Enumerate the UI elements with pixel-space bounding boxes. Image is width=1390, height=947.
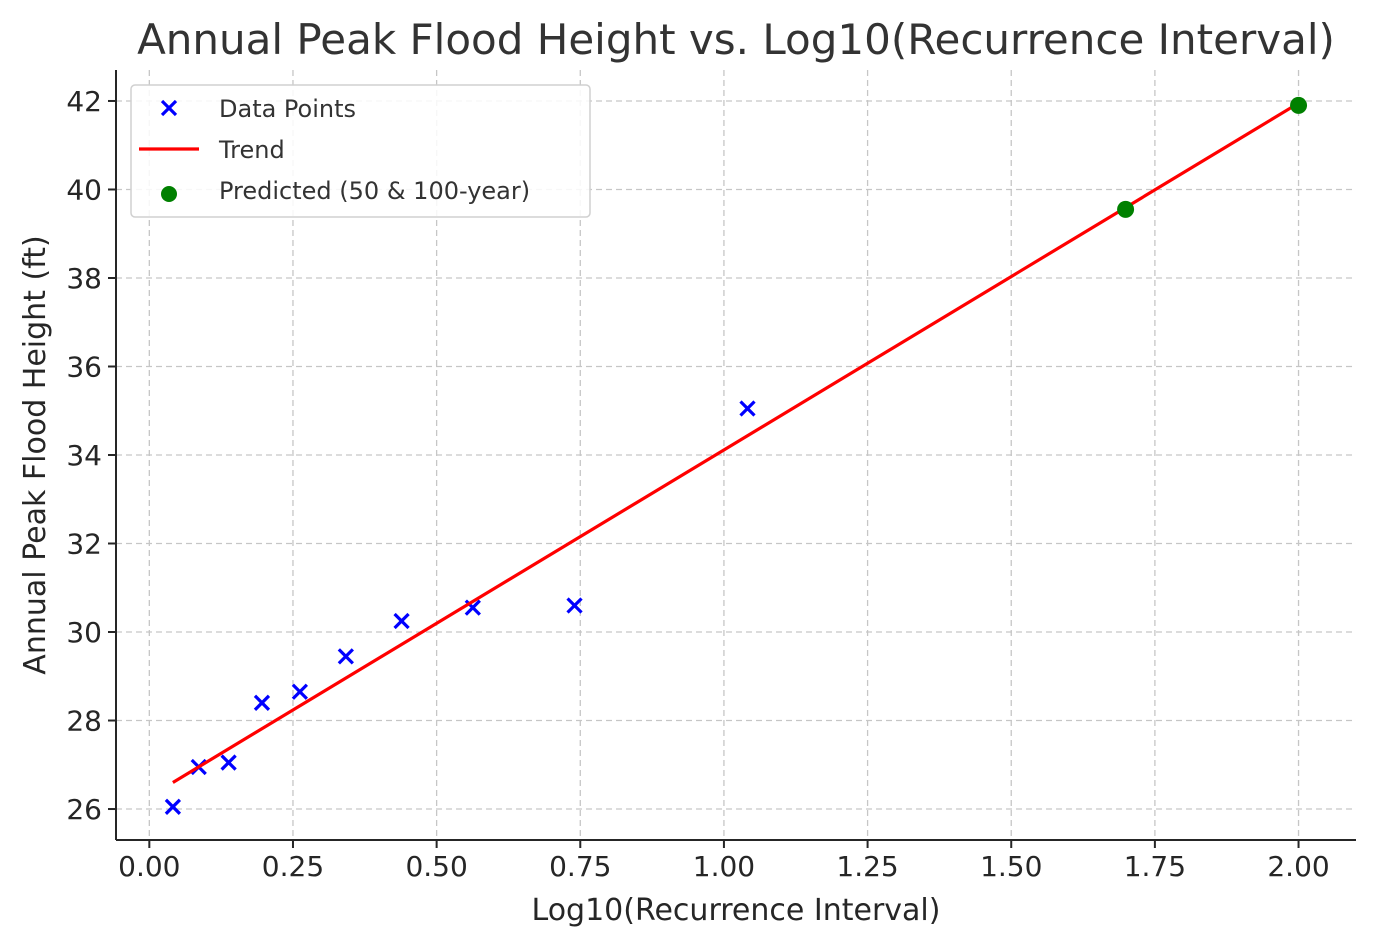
x-tick-label: 0.25 xyxy=(262,850,324,883)
x-tick-label: 1.50 xyxy=(980,850,1042,883)
legend: Data Points Trend Predicted (50 & 100-ye… xyxy=(130,84,591,218)
data-point-marker xyxy=(739,400,756,417)
legend-label: Data Points xyxy=(219,95,356,123)
y-ticks: 26 28 30 32 34 36 38 40 42 xyxy=(66,85,116,826)
y-tick-label: 32 xyxy=(66,528,102,561)
legend-entry-trend: Trend xyxy=(139,136,285,164)
x-marker-icon xyxy=(160,99,178,117)
x-tick-label: 2.00 xyxy=(1267,850,1329,883)
y-tick-label: 40 xyxy=(66,173,102,206)
circle-marker-icon xyxy=(161,186,177,202)
x-tick-label: 1.75 xyxy=(1124,850,1186,883)
plot-area xyxy=(164,96,1308,815)
x-tick-label: 1.25 xyxy=(836,850,898,883)
y-tick-label: 30 xyxy=(66,616,102,649)
y-tick-label: 42 xyxy=(66,85,102,118)
y-tick-label: 34 xyxy=(66,439,102,472)
data-point-marker xyxy=(337,648,354,665)
data-point-marker xyxy=(164,798,182,815)
legend-label: Predicted (50 & 100-year) xyxy=(219,177,530,205)
data-point-marker xyxy=(393,612,410,630)
data-point-marker xyxy=(220,754,237,771)
data-point-marker xyxy=(253,694,271,711)
legend-entry-data-points: Data Points xyxy=(160,95,356,123)
y-tick-label: 26 xyxy=(66,793,102,826)
x-tick-label: 0.50 xyxy=(405,850,467,883)
x-tick-label: 0.75 xyxy=(549,850,611,883)
data-point-marker xyxy=(291,683,309,700)
trend-line xyxy=(172,101,1300,784)
chart-title: Annual Peak Flood Height vs. Log10(Recur… xyxy=(137,15,1335,64)
grid xyxy=(116,70,1356,840)
legend-box xyxy=(130,84,591,218)
legend-entry-predicted: Predicted (50 & 100-year) xyxy=(161,177,530,205)
x-tick-label: 1.00 xyxy=(693,850,755,883)
data-point-marker xyxy=(566,597,583,614)
y-tick-label: 38 xyxy=(66,262,102,295)
x-ticks: 0.00 0.25 0.50 0.75 1.00 1.25 1.50 1.75 2.00 xyxy=(118,840,1330,883)
legend-label: Trend xyxy=(218,136,285,164)
x-tick-label: 0.00 xyxy=(118,850,180,883)
y-axis-label: Annual Peak Flood Height (ft) xyxy=(18,235,53,674)
predicted-point-marker xyxy=(1290,96,1308,114)
y-tick-label: 28 xyxy=(66,705,102,738)
predicted-point-marker xyxy=(1117,200,1135,218)
x-axis-label: Log10(Recurrence Interval) xyxy=(532,893,941,928)
y-tick-label: 36 xyxy=(66,350,102,383)
